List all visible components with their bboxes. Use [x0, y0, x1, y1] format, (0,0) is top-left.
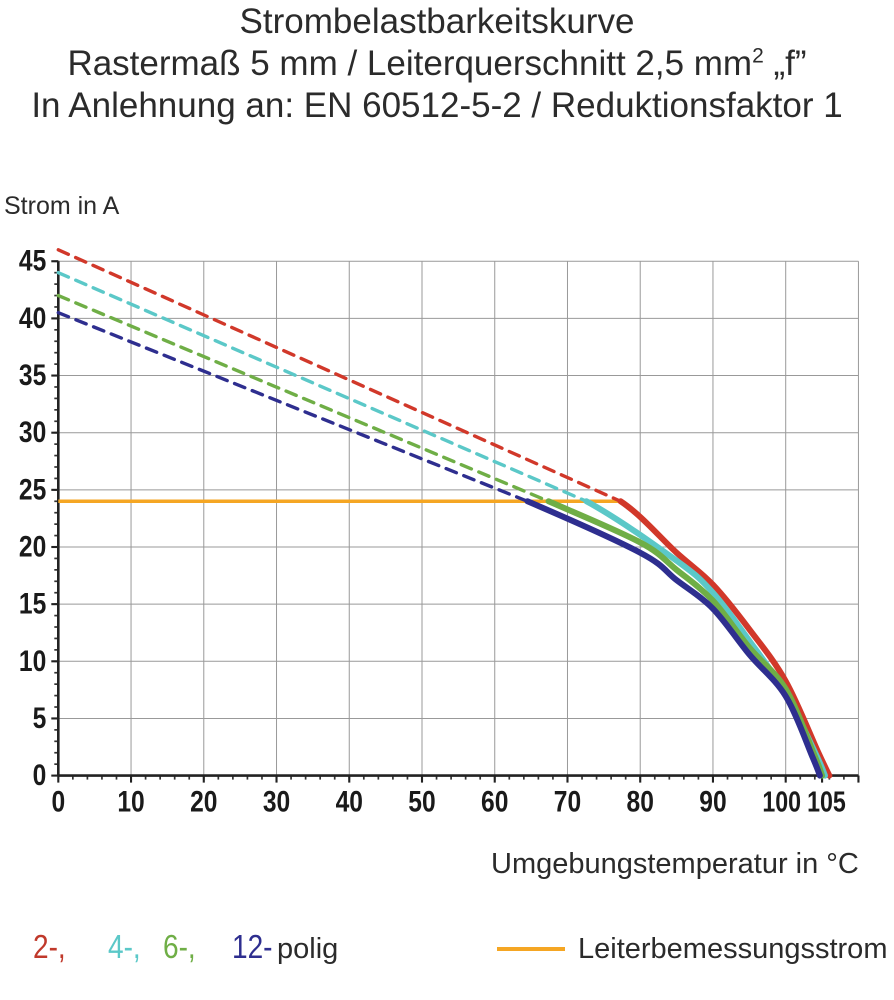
svg-text:70: 70: [554, 784, 581, 818]
svg-text:50: 50: [408, 784, 435, 818]
svg-text:6-,: 6-,: [163, 929, 196, 966]
svg-text:90: 90: [699, 784, 726, 818]
svg-text:40: 40: [336, 784, 363, 818]
svg-text:35: 35: [19, 358, 46, 392]
svg-text:15: 15: [19, 586, 46, 620]
svg-text:5: 5: [33, 701, 47, 735]
svg-text:25: 25: [19, 472, 46, 506]
svg-text:105: 105: [807, 785, 846, 818]
svg-text:polig: polig: [277, 933, 338, 965]
svg-text:Leiterbemessungsstrom: Leiterbemessungsstrom: [578, 933, 887, 965]
svg-text:0: 0: [51, 784, 65, 818]
svg-text:40: 40: [19, 301, 46, 335]
svg-text:30: 30: [263, 784, 290, 818]
svg-text:20: 20: [190, 784, 217, 818]
svg-text:0: 0: [33, 758, 47, 792]
svg-text:20: 20: [19, 529, 46, 563]
svg-text:Umgebungstemperatur in °C: Umgebungstemperatur in °C: [491, 848, 859, 880]
svg-text:2-,: 2-,: [33, 929, 66, 966]
svg-text:10: 10: [19, 643, 46, 677]
svg-text:10: 10: [117, 784, 144, 818]
svg-text:80: 80: [627, 784, 654, 818]
svg-text:45: 45: [19, 243, 46, 277]
svg-text:100: 100: [762, 785, 801, 818]
svg-text:12-: 12-: [232, 929, 273, 966]
svg-text:30: 30: [19, 415, 46, 449]
svg-text:4-,: 4-,: [108, 929, 141, 966]
svg-text:60: 60: [481, 784, 508, 818]
